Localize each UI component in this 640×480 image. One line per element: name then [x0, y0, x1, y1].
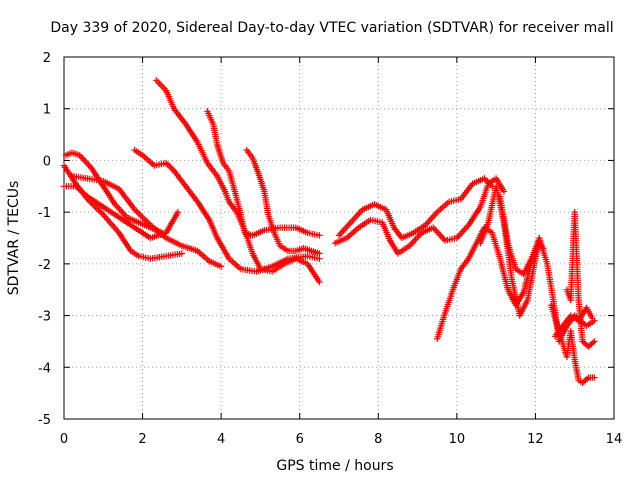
x-tick-label: 14 [606, 432, 623, 447]
y-tick-label: -5 [38, 413, 51, 428]
series-markers [60, 183, 182, 242]
x-tick-label: 12 [527, 432, 544, 447]
y-tick-label: 1 [43, 103, 51, 118]
y-tick-label: 0 [43, 154, 51, 169]
series-markers [331, 175, 508, 257]
series-markers [153, 77, 323, 286]
x-tick-labels: 0 2 4 6 8 10 12 14 [60, 432, 622, 447]
series-arc7 [204, 108, 323, 239]
series-markers [243, 146, 323, 257]
series-arc2 [60, 183, 182, 242]
y-tick-label: -2 [38, 258, 51, 273]
plot-frame [63, 56, 615, 420]
series-arc4 [68, 172, 225, 270]
series-markers [551, 304, 596, 340]
y-tick-label: -4 [38, 361, 51, 376]
series-arc6 [153, 77, 323, 286]
series-arc15 [563, 208, 598, 350]
axis-ticks [63, 56, 615, 420]
series-markers [547, 302, 598, 386]
y-tick-label: -1 [38, 206, 51, 221]
y-tick-labels: -5 -4 -3 -2 -1 0 1 2 [38, 51, 51, 428]
y-axis-label: SDTVAR / TECUs [6, 181, 22, 296]
x-tick-label: 6 [296, 432, 304, 447]
x-axis-label: GPS time / hours [276, 458, 393, 474]
series-arc8 [243, 146, 323, 257]
series-markers [204, 108, 323, 239]
y-tick-label: -3 [38, 310, 51, 325]
series-markers [335, 175, 496, 242]
x-tick-label: 0 [60, 432, 68, 447]
y-tick-label: 2 [43, 51, 51, 66]
series-arc16 [551, 304, 596, 340]
x-tick-label: 2 [138, 432, 146, 447]
x-tick-label: 4 [217, 432, 225, 447]
series-arc9 [335, 175, 496, 242]
series-markers [434, 224, 547, 342]
data-series [60, 77, 598, 386]
series-markers [68, 172, 225, 270]
series-arc11 [434, 224, 547, 342]
series-arc14 [547, 302, 598, 386]
x-tick-label: 8 [374, 432, 382, 447]
x-tick-label: 10 [449, 432, 466, 447]
series-arc10 [331, 175, 508, 257]
chart-title: Day 339 of 2020, Sidereal Day-to-day VTE… [50, 20, 613, 36]
series-markers [563, 208, 598, 350]
